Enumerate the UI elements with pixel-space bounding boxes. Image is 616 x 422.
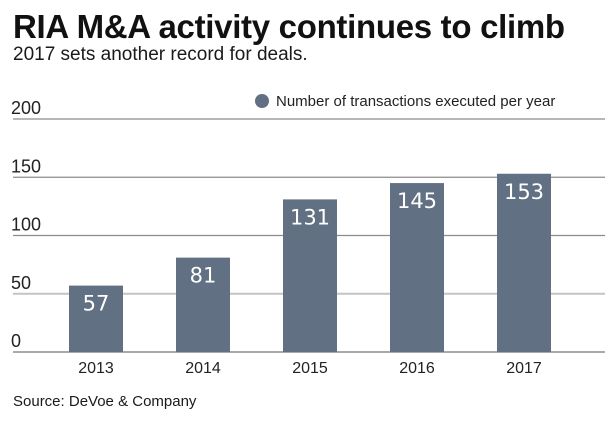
bar-value-label: 145	[397, 189, 437, 213]
bar-2014	[176, 257, 230, 352]
y-tick-label: 0	[11, 331, 21, 351]
chart-subtitle: 2017 sets another record for deals.	[13, 44, 308, 65]
chart-title: RIA M&A activity continues to climb	[13, 8, 565, 45]
bar-value-label: 81	[190, 264, 217, 288]
bar-2017	[497, 173, 551, 352]
source-note: Source: DeVoe & Company	[13, 393, 197, 410]
x-tick-label: 2013	[78, 360, 114, 377]
x-tick-label: 2015	[292, 360, 328, 377]
x-tick-label: 2014	[185, 360, 221, 377]
bar-2013	[69, 285, 123, 352]
bar-2015	[283, 199, 337, 352]
legend-label: Number of transactions executed per year	[276, 93, 555, 110]
y-axis-tick-labels: 0 50 100 150 200	[11, 98, 41, 351]
legend: Number of transactions executed per year	[255, 93, 555, 110]
bar-value-label: 57	[83, 292, 110, 316]
x-axis-tick-labels: 2013 2014 2015 2016 2017	[78, 360, 542, 377]
y-tick-label: 50	[11, 273, 31, 293]
bar-value-label: 131	[290, 205, 330, 229]
legend-swatch-icon	[255, 94, 269, 108]
bars: 57 81 131 145 153	[69, 173, 551, 352]
y-tick-label: 100	[11, 215, 41, 235]
x-tick-label: 2017	[506, 360, 542, 377]
y-tick-label: 200	[11, 98, 41, 118]
bar-2016	[390, 183, 444, 352]
x-tick-label: 2016	[399, 360, 435, 377]
y-tick-label: 150	[11, 156, 41, 176]
bar-value-label: 153	[504, 180, 544, 204]
